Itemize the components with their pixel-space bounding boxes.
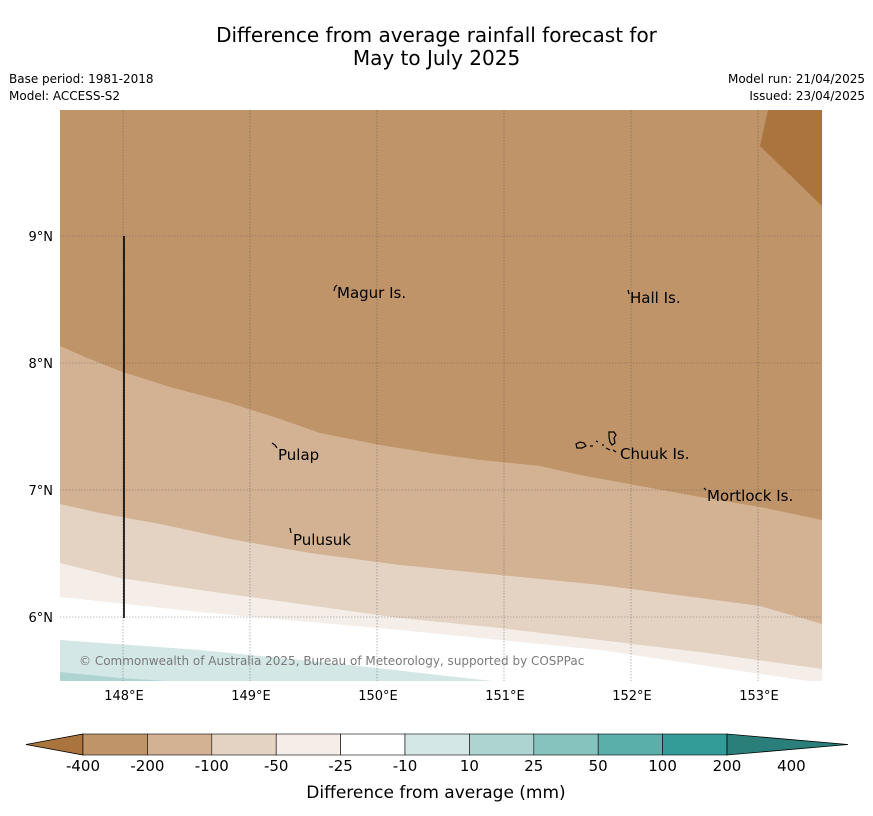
model-run-text: Model run: 21/04/2025	[727, 72, 865, 86]
lon-tick-label: 152°E	[612, 689, 652, 704]
pulap-island-shape	[271, 442, 278, 449]
place-label: Magur Is.	[337, 284, 406, 302]
lat-tick-label: 9°N	[29, 230, 54, 245]
map-plot-area: Magur Is. Hall Is. Pulap Chuuk Is. Mortl…	[60, 110, 822, 681]
colorbar	[25, 733, 849, 756]
lon-ticks: 148°E 149°E 150°E 151°E 152°E 153°E	[104, 689, 779, 704]
colorbar-segment	[469, 733, 535, 756]
lat-tick-label: 8°N	[29, 357, 54, 372]
colorbar-segment	[275, 733, 341, 756]
colorbar-segment	[662, 733, 728, 756]
lon-tick-label: 149°E	[231, 689, 271, 704]
place-label: Pulap	[278, 446, 319, 464]
colorbar-tick-label: -400	[66, 757, 100, 775]
meta-right: Model run: 21/04/2025 Issued: 23/04/2025	[728, 71, 865, 105]
colorbar-tick-label: 50	[589, 757, 608, 775]
band-minus-400	[760, 110, 822, 206]
band-plus-25	[60, 672, 168, 681]
colorbar-tick-label: 10	[460, 757, 479, 775]
issued-text: Issued: 23/04/2025	[749, 89, 865, 103]
hall-island-shape	[627, 289, 630, 295]
model-text: Model: ACCESS-S2	[9, 89, 121, 103]
colorbar-segment	[82, 733, 148, 756]
colorbar-labels: -400 -200 -100 -50 -25 -10 10 25 50 100 …	[66, 757, 806, 775]
chuuk-island-shape	[575, 431, 617, 453]
place-label: Pulusuk	[293, 531, 351, 549]
pulusuk-island-shape	[289, 527, 292, 534]
lon-tick-label: 151°E	[485, 689, 525, 704]
colorbar-tick-label: 200	[713, 757, 742, 775]
colorbar-extend-low	[25, 733, 84, 756]
colorbar-tick-label: -25	[328, 757, 353, 775]
mortlock-island-shape	[703, 487, 707, 491]
base-period-text: Base period: 1981-2018	[9, 72, 154, 86]
lon-tick-label: 153°E	[739, 689, 779, 704]
chart-title-line1: Difference from average rainfall forecas…	[216, 23, 657, 47]
colorbar-tick-label: -10	[393, 757, 418, 775]
colorbar-tick-label: -200	[130, 757, 164, 775]
band-plus-10	[60, 640, 493, 681]
band-minus-200	[60, 110, 822, 520]
lat-tick-label: 6°N	[29, 611, 54, 626]
place-label: Mortlock Is.	[707, 487, 793, 505]
colorbar-segment	[533, 733, 599, 756]
colorbar-segment	[147, 733, 213, 756]
lon-tick-label: 148°E	[104, 689, 144, 704]
colorbar-tick-label: -100	[195, 757, 229, 775]
colorbar-segment	[340, 733, 406, 756]
lon-tick-label: 150°E	[358, 689, 398, 704]
copyright-notice: © Commonwealth of Australia 2025, Bureau…	[79, 654, 584, 668]
place-label: Hall Is.	[630, 289, 681, 307]
colorbar-tick-label: -50	[264, 757, 289, 775]
lat-tick-label: 7°N	[29, 484, 54, 499]
colorbar-segment	[211, 733, 277, 756]
colorbar-segment	[404, 733, 470, 756]
lat-ticks: 9°N 8°N 7°N 6°N	[29, 230, 54, 626]
chart-title-line2: May to July 2025	[352, 46, 521, 70]
island-shapes	[271, 284, 707, 534]
colorbar-extend-high	[726, 733, 849, 756]
grid-lines	[60, 110, 822, 681]
magur-island-shape	[333, 284, 338, 292]
colorbar-tick-label: 100	[648, 757, 677, 775]
colorbar-tick-label: 400	[777, 757, 806, 775]
colorbar-title: Difference from average (mm)	[306, 783, 565, 803]
place-label: Chuuk Is.	[620, 445, 689, 463]
colorbar-tick-label: 25	[524, 757, 543, 775]
colorbar-segment	[597, 733, 663, 756]
meta-left: Base period: 1981-2018 Model: ACCESS-S2	[9, 71, 154, 105]
